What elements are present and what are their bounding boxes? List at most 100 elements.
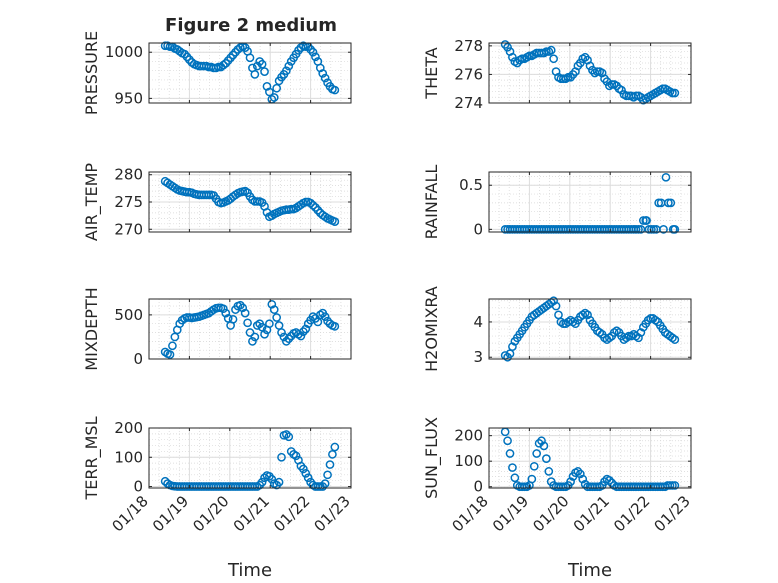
data-point [532, 449, 542, 458]
axes-box [488, 427, 692, 489]
y-axis-label: H2OMIXRA [422, 286, 441, 372]
data-point [252, 61, 262, 71]
data-point [298, 327, 308, 336]
data-point [308, 200, 318, 210]
data-point [328, 449, 337, 459]
data-point [510, 473, 520, 483]
panel-theta: 274 276 278 THETA [422, 37, 692, 112]
data-point [605, 475, 614, 485]
data-point [265, 319, 274, 329]
data-point [575, 58, 585, 68]
y-axis-label: MIXDEPTH [82, 287, 101, 370]
axes-box [488, 42, 692, 104]
y-tick-label: 278 [454, 37, 483, 55]
data-point [636, 225, 646, 234]
data-point [534, 438, 544, 448]
data-point [269, 305, 279, 314]
data-point [282, 430, 291, 439]
data-point [257, 477, 267, 487]
data-point [320, 312, 330, 321]
data-point [250, 70, 260, 79]
data-point [573, 467, 583, 476]
y-tick-label: 0 [133, 350, 143, 368]
data-point [301, 324, 311, 334]
data-point [330, 442, 340, 452]
data-point [544, 467, 554, 476]
data-point [308, 47, 318, 57]
data-point [248, 337, 257, 346]
y-tick-label: 3 [473, 348, 483, 366]
y-tick-label: 0 [473, 220, 483, 238]
data-point [250, 332, 260, 342]
data-point [272, 313, 282, 322]
data-point [670, 225, 680, 234]
data-point [318, 69, 328, 78]
data-point [670, 481, 680, 490]
data-point [260, 329, 269, 339]
data-point [539, 441, 549, 451]
y-axis-label: SUN_FLUX [422, 417, 442, 499]
y-tick-label: 100 [454, 452, 483, 470]
data-point [282, 337, 291, 346]
data-point [566, 477, 575, 486]
data-point [243, 318, 252, 328]
data-point [165, 350, 175, 359]
y-tick-label: 280 [114, 166, 143, 184]
data-point [661, 172, 671, 182]
data-point [320, 479, 330, 488]
axes-box [148, 298, 352, 360]
data-point [330, 85, 340, 95]
data-point [267, 474, 277, 484]
data-point [221, 308, 231, 318]
y-tick-label: 1000 [105, 43, 143, 61]
y-tick-label: 100 [114, 448, 143, 466]
data-point [323, 470, 332, 480]
data-point [549, 296, 558, 306]
data-point [542, 454, 551, 463]
data-point [260, 67, 269, 76]
y-tick-label: 4 [473, 313, 483, 331]
data-point [527, 474, 537, 484]
data-point [585, 61, 595, 71]
data-point [265, 87, 274, 97]
data-point [503, 436, 512, 446]
data-point [325, 460, 335, 469]
data-point [529, 461, 539, 471]
axes-box [488, 171, 692, 233]
y-tick-label: 270 [114, 220, 143, 238]
data-point [323, 316, 332, 326]
data-point [238, 303, 248, 313]
data-point [306, 198, 315, 208]
data-point [551, 301, 561, 311]
data-point [634, 333, 643, 343]
y-tick-label: 200 [114, 419, 143, 437]
data-point [670, 88, 680, 98]
data-point [642, 216, 651, 225]
data-point [578, 474, 588, 484]
data-point [228, 314, 238, 324]
data-point [291, 451, 301, 461]
axes-box [148, 42, 352, 104]
y-tick-label: 276 [454, 65, 483, 83]
data-point [508, 463, 517, 472]
x-axis-label: Time [567, 560, 612, 581]
data-point [617, 85, 626, 95]
data-point [284, 334, 294, 344]
data-point [277, 452, 286, 462]
data-point [330, 217, 340, 226]
data-point [505, 449, 515, 458]
y-axis-label: PRESSURE [82, 31, 101, 115]
data-point [272, 83, 282, 93]
data-point [245, 328, 255, 337]
data-point [537, 436, 546, 446]
y-tick-label: 274 [454, 94, 483, 112]
axes-box [148, 427, 352, 489]
data-point [503, 42, 512, 52]
data-point [670, 335, 680, 344]
data-point [267, 299, 277, 309]
data-point [235, 300, 245, 310]
data-point [508, 342, 517, 351]
y-tick-label: 0.5 [459, 176, 483, 194]
data-point [508, 52, 517, 62]
